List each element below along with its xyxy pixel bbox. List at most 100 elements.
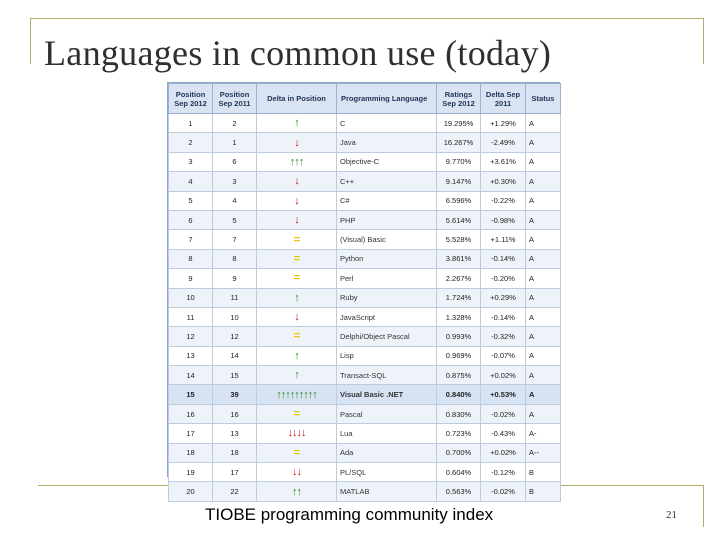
cell-position-2012: 17 <box>168 423 213 444</box>
table-header-row: Position Sep 2012 Position Sep 2011 Delt… <box>168 83 561 114</box>
cell-delta-rating: -0.12% <box>480 462 526 483</box>
cell-language: Lua <box>336 423 437 444</box>
cell-status: A <box>525 403 561 425</box>
cell-position-2012: 4 <box>168 171 213 192</box>
cell-status: A <box>525 287 561 308</box>
cell-rating: 0.830% <box>436 403 481 425</box>
cell-language: Ada <box>336 442 437 464</box>
cell-rating: 1.724% <box>436 287 481 308</box>
cell-language: C# <box>336 190 437 211</box>
cell-language: Lisp <box>336 345 437 367</box>
cell-delta-position: = <box>256 229 337 250</box>
cell-status: A- <box>525 423 561 444</box>
cell-status: A <box>525 171 561 192</box>
cell-language: Objective-C <box>336 151 437 173</box>
table-row: 17 13 ↓↓↓↓ Lua 0.723% -0.43% A- <box>168 423 561 444</box>
cell-language: PL/SQL <box>336 462 437 483</box>
cell-delta-rating: +0.02% <box>480 365 526 386</box>
cell-status: A <box>525 306 561 328</box>
cell-language: C <box>336 112 437 134</box>
cell-delta-position: = <box>256 442 337 464</box>
cell-position-2011: 15 <box>212 365 257 386</box>
cell-rating: 16.267% <box>436 132 481 153</box>
frame-right-line <box>703 18 704 64</box>
cell-delta-rating: -0.14% <box>480 248 526 270</box>
cell-delta-rating: -0.07% <box>480 345 526 367</box>
table-row: 9 9 = Perl 2.267% -0.20% A <box>168 268 561 289</box>
cell-rating: 3.861% <box>436 248 481 270</box>
header-language: Programming Language <box>336 83 437 114</box>
cell-delta-position: ↓ <box>256 132 337 153</box>
cell-position-2012: 11 <box>168 306 213 328</box>
table-row: 4 3 ↓ C++ 9.147% +0.30% A <box>168 171 561 192</box>
cell-delta-position: = <box>256 403 337 425</box>
cell-position-2012: 2 <box>168 132 213 153</box>
cell-delta-rating: +3.61% <box>480 151 526 173</box>
table-row: 3 6 ↑↑↑ Objective-C 9.770% +3.61% A <box>168 151 561 173</box>
cell-delta-position: ↓↓↓↓ <box>256 423 337 444</box>
cell-language: (Visual) Basic <box>336 229 437 250</box>
cell-delta-rating: -0.32% <box>480 326 526 347</box>
cell-language: Java <box>336 132 437 153</box>
cell-position-2011: 3 <box>212 171 257 192</box>
cell-delta-rating: +0.53% <box>480 384 526 405</box>
cell-position-2012: 6 <box>168 209 213 231</box>
cell-status: A <box>525 326 561 347</box>
table-row: 8 8 = Python 3.861% -0.14% A <box>168 248 561 270</box>
cell-language: PHP <box>336 209 437 231</box>
cell-rating: 0.993% <box>436 326 481 347</box>
cell-delta-position: ↑↑↑↑↑↑↑↑↑ <box>256 384 337 405</box>
cell-delta-position: ↓ <box>256 190 337 211</box>
cell-language: Transact-SQL <box>336 365 437 386</box>
cell-delta-rating: -0.14% <box>480 306 526 328</box>
cell-status: A <box>525 365 561 386</box>
cell-position-2012: 15 <box>168 384 213 405</box>
header-status: Status <box>525 83 561 114</box>
cell-status: A <box>525 112 561 134</box>
page-number: 21 <box>666 509 677 521</box>
slide-title: Languages in common use (today) <box>44 33 552 73</box>
cell-position-2012: 13 <box>168 345 213 367</box>
cell-position-2011: 1 <box>212 132 257 153</box>
cell-language: Pascal <box>336 403 437 425</box>
cell-position-2012: 8 <box>168 248 213 270</box>
cell-rating: 9.770% <box>436 151 481 173</box>
cell-position-2011: 10 <box>212 306 257 328</box>
table-row: 11 10 ↓ JavaScript 1.328% -0.14% A <box>168 306 561 328</box>
cell-rating: 0.700% <box>436 442 481 464</box>
cell-position-2011: 11 <box>212 287 257 308</box>
cell-delta-position: ↑↑ <box>256 481 337 502</box>
cell-status: A-- <box>525 442 561 464</box>
cell-status: B <box>525 462 561 483</box>
cell-delta-rating: -0.98% <box>480 209 526 231</box>
cell-rating: 0.840% <box>436 384 481 405</box>
cell-position-2012: 14 <box>168 365 213 386</box>
cell-position-2011: 9 <box>212 268 257 289</box>
table-row: 7 7 = (Visual) Basic 5.528% +1.11% A <box>168 229 561 250</box>
cell-position-2011: 14 <box>212 345 257 367</box>
cell-position-2011: 8 <box>212 248 257 270</box>
table-row: 12 12 = Delphi/Object Pascal 0.993% -0.32% A <box>168 326 561 347</box>
table-row: 19 17 ↓↓ PL/SQL 0.604% -0.12% B <box>168 462 561 483</box>
cell-rating: 0.969% <box>436 345 481 367</box>
cell-position-2011: 6 <box>212 151 257 173</box>
cell-position-2011: 22 <box>212 481 257 502</box>
table-row: 10 11 ↑ Ruby 1.724% +0.29% A <box>168 287 561 308</box>
cell-language: JavaScript <box>336 306 437 328</box>
cell-position-2011: 13 <box>212 423 257 444</box>
cell-delta-rating: +0.30% <box>480 171 526 192</box>
cell-delta-position: ↑ <box>256 112 337 134</box>
cell-delta-rating: +0.02% <box>480 442 526 464</box>
cell-language: MATLAB <box>336 481 437 502</box>
cell-rating: 0.875% <box>436 365 481 386</box>
cell-rating: 0.604% <box>436 462 481 483</box>
cell-rating: 0.563% <box>436 481 481 502</box>
cell-delta-position: ↓↓ <box>256 462 337 483</box>
cell-status: A <box>525 151 561 173</box>
cell-rating: 9.147% <box>436 171 481 192</box>
cell-position-2011: 4 <box>212 190 257 211</box>
cell-position-2011: 7 <box>212 229 257 250</box>
cell-language: C++ <box>336 171 437 192</box>
cell-language: Visual Basic .NET <box>336 384 437 405</box>
cell-rating: 1.328% <box>436 306 481 328</box>
